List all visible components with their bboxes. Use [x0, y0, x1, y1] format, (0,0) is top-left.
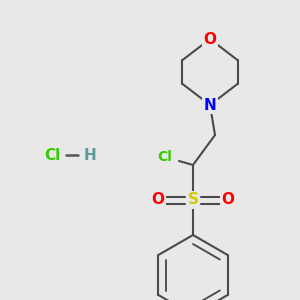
- Text: S: S: [188, 193, 199, 208]
- Text: Cl: Cl: [158, 150, 172, 164]
- Text: O: O: [221, 193, 235, 208]
- Text: N: N: [204, 98, 216, 112]
- Text: O: O: [203, 32, 217, 46]
- Text: O: O: [152, 193, 164, 208]
- Text: Cl: Cl: [44, 148, 60, 163]
- Text: H: H: [84, 148, 96, 163]
